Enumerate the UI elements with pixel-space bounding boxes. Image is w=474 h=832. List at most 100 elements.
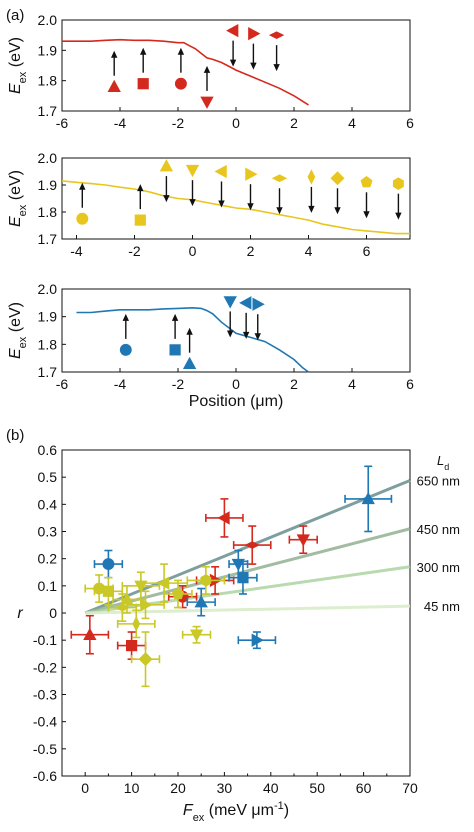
panel-a2-xtick-label: 4 [305,243,313,259]
panel-a2-arrow-up-head [137,184,144,192]
panel-a1-ytick-label: 1.8 [38,73,58,89]
panel-a3-ylabel: Eex (eV) [7,302,29,359]
panel-a3-xtick-label: -6 [56,376,69,392]
panel-b-fit-label: 45 nm [424,599,460,614]
panel-a3-plot: -6 -4 -2 0 2 4 6 1.7 1.8 1.9 2.0 Eex (eV) Position (… [7,281,414,410]
panel-b-ytick-label: -0.5 [33,741,57,757]
panel-a2-arrow-down-head [308,205,315,213]
panel-a2-arrow-down-head [395,212,402,220]
panel-a2-ytick-label: 1.9 [38,177,58,193]
panel-b-marker-square [102,585,114,597]
panel-b-point [237,631,277,650]
panel-b-ytick-label: -0.3 [33,687,57,703]
panel-b-xtick-label: 40 [263,780,279,796]
panel-a3-xtick-label: 0 [232,376,240,392]
panel-b-marker-triangle-up [194,595,208,608]
panel-a1-arrow-up [140,47,147,73]
panel-b-fit-line [84,527,411,615]
panel-b-fit-label: 450 nm [417,522,460,537]
panel-a3-arrow-up [186,327,193,353]
panel-b-xlabel: Fex (meV μm-1) [183,800,289,824]
panel-a2-arrow-down-head [247,203,254,211]
panel-a2-arrow-down-head [189,199,196,207]
panel-b-fit-line [85,604,411,615]
panel-a2-xtick-label: 0 [189,243,197,259]
panel-b-marker-hexagon [200,574,212,587]
panel-b-marker-triangle-down [189,629,204,642]
panel-b-legend-title-main: L [437,453,444,468]
panel-a2-marker-square [134,214,146,226]
panel-a3-arrow-down [242,312,250,339]
panel-b-point [288,525,319,555]
panel-a3-xtick-label: 4 [348,376,356,392]
panel-b-fit-label: 650 nm [417,473,460,488]
panel-a2-ytick-label: 1.8 [38,204,58,220]
panel-a3-ytick-label: 1.9 [38,309,58,325]
panel-b-point [232,525,272,565]
panel-a1-arrow-up-head [177,47,185,55]
panel-b-marker-pentagon [172,587,184,600]
panel-b-point [228,560,258,595]
panel-a2-frame [61,157,411,240]
panel-a3-marker-triangle-right [252,297,265,311]
panel-a2-arrow-down [308,186,315,213]
panel-a1-ytick-label: 1.7 [38,103,58,119]
panel-a1-arrow-down [229,40,237,67]
panel-a2-ytick-label: 2.0 [38,150,58,166]
panel-a3-marker-triangle-left [239,296,252,310]
panel-b-legend-title: Ld [437,453,449,472]
panel-b-point [126,590,165,620]
panel-b-fit-label: 300 nm [417,560,460,575]
panel-b-ytick-label: 0.5 [38,469,58,485]
panel-a2-arrow-down [276,188,283,215]
panel-a1-xtick-label: 0 [232,115,240,131]
panel-b-marker-square [126,640,138,652]
panel-label-b: (b) [6,427,24,444]
panel-a3-ylabel-unit: (eV) [7,302,24,337]
panel-a2-arrow-down-head [363,211,370,219]
panel-a3-series-line [76,306,309,373]
panel-a2-arrow-down-head [334,207,341,215]
panel-a1-ylabel-main: E [7,83,24,94]
panel-a3-xtick-label: -2 [172,376,185,392]
panel-b-marker-triangle-left [157,576,170,590]
panel-b-point [186,566,226,595]
plot-layer: -6 -4 -2 0 2 4 6 1.7 1.8 1.9 2.0 Eex (eV) -4 -2 0 2 4 6 1.… [7,12,460,824]
panel-a2-ylabel: Eex (eV) [7,170,29,227]
panel-a1-xtick-label: 6 [406,115,414,131]
panel-b-point [116,631,147,660]
panel-a2-marker-triangle-down [185,164,200,178]
panel-a2-marker-thin-diamond [307,169,316,185]
panel-b-marker-triangle-up [361,491,375,505]
panel-a2-ylabel-unit: (eV) [7,170,24,205]
panel-a3-marker-triangle-down [223,296,237,309]
panel-b-point [163,579,193,609]
panel-b-xlabel-close: ) [284,802,289,819]
panel-b-marker-triangle-right [251,633,264,647]
panel-a2-ytick-label: 1.7 [38,231,58,247]
panel-b-ytick-label: -0.1 [33,632,57,648]
panel-b-ytick-label: 0.3 [38,524,58,540]
panel-b-xtick-label: 30 [217,780,233,796]
panel-b-ytick-label: -0.6 [33,768,57,784]
panel-a2-marker-triangle-up [159,159,174,172]
panel-a2-arrow-down-head [218,200,225,208]
panel-a2-marker-circle [76,212,89,225]
panel-a3-ylabel-sub: ex [17,336,29,348]
panel-a2-marker-hexagon [392,177,404,190]
panel-a3-arrow-down [227,311,234,338]
panel-b-marker-bowtie [114,603,131,612]
panel-a2-marker-triangle-left [214,164,227,179]
panel-a2-marker-bowtie [271,174,288,183]
panel-a1-arrow-down-head [229,59,237,67]
panel-b-marker-triangle-up [83,627,97,640]
panel-b-ytick-label: 0.2 [38,551,58,567]
panel-a2-xtick-label: -2 [128,243,141,259]
panel-a2-arrow-down-head [163,195,170,203]
panel-a2-arrow-down [189,180,196,207]
panel-b-marker-diamond [138,652,153,667]
panel-a1-xtick-label: -2 [172,115,185,131]
panel-a1-plot: -6 -4 -2 0 2 4 6 1.7 1.8 1.9 2.0 Eex (eV) [7,12,414,131]
panel-a2-arrow-down [247,184,254,211]
panel-b-ytick-label: -0.4 [33,714,57,730]
